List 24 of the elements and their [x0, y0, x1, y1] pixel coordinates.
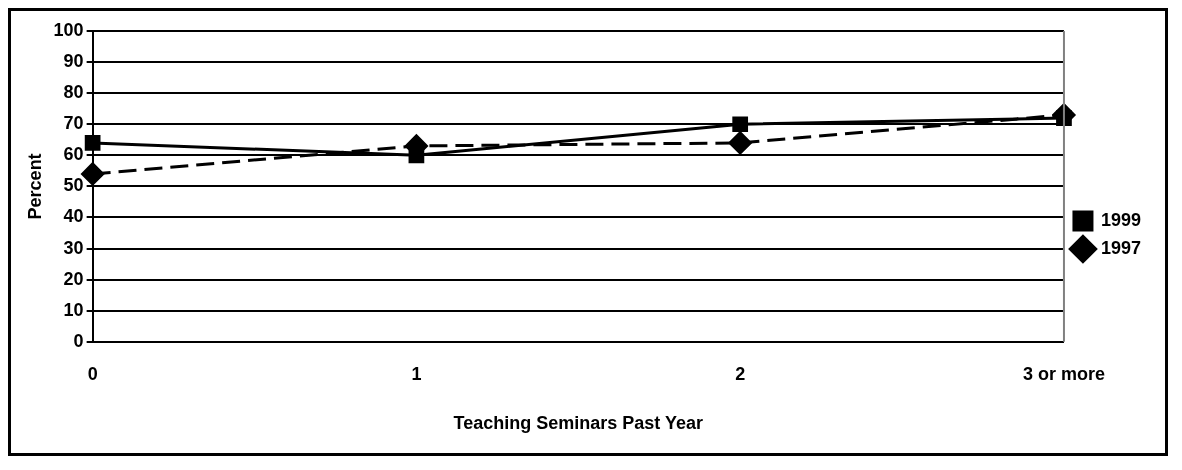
y-tick-label: 30 — [63, 237, 84, 258]
legend-label: 1999 — [1100, 209, 1141, 230]
point — [728, 131, 752, 155]
y-tick-label: 60 — [63, 144, 84, 165]
y-tick-label: 100 — [53, 19, 84, 40]
y-tick-label: 40 — [63, 206, 84, 227]
legend-label: 1997 — [1100, 237, 1141, 258]
point — [732, 116, 749, 133]
x-tick-label: 2 — [735, 363, 746, 384]
y-tick-label: 0 — [73, 330, 84, 351]
y-tick-label: 70 — [63, 113, 84, 134]
point — [408, 147, 425, 164]
x-tick-label: 0 — [87, 363, 98, 384]
y-axis-title: Percent — [24, 153, 45, 220]
y-tick-label: 10 — [63, 299, 84, 320]
x-axis-title: Teaching Seminars Past Year — [453, 413, 704, 434]
x-tick-label: 3 or more — [1022, 363, 1105, 384]
y-tick-label: 80 — [63, 82, 84, 103]
x-tick-label: 1 — [411, 363, 422, 384]
point — [81, 162, 105, 186]
y-tick-label: 20 — [63, 268, 84, 289]
y-tick-label: 90 — [63, 51, 84, 72]
point — [84, 135, 101, 151]
y-tick-label: 50 — [63, 175, 84, 196]
